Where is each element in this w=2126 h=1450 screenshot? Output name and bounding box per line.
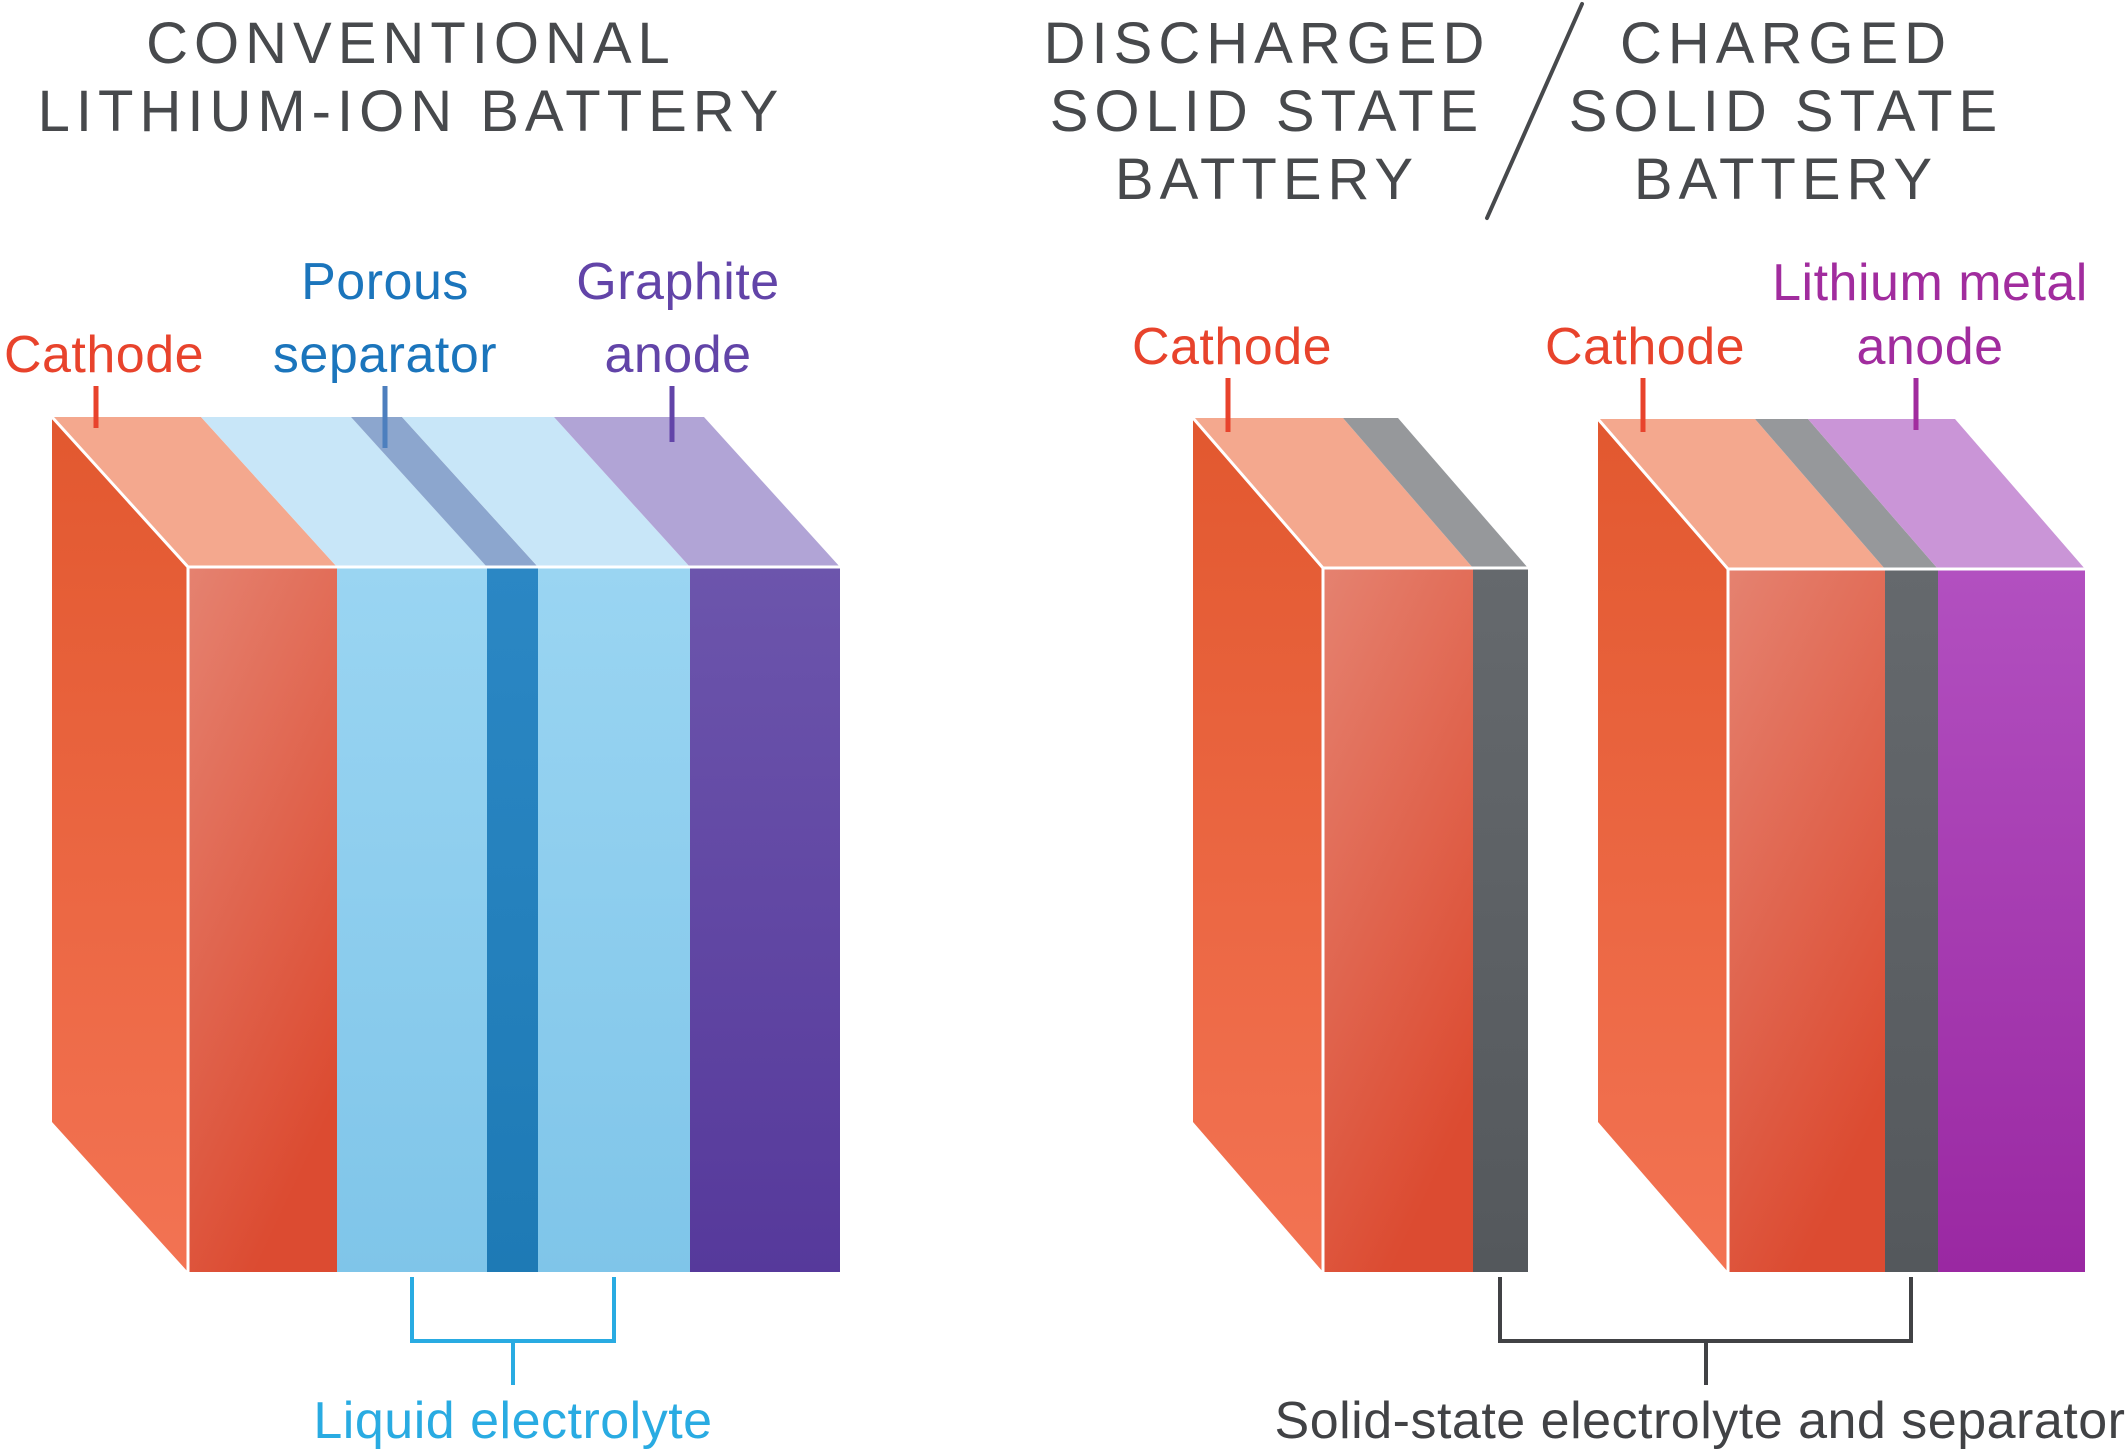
charged-cathode-front [1728, 569, 1885, 1272]
solid-state-electrolyte-bracket [1498, 1277, 1913, 1385]
liion-cathode-front [188, 567, 337, 1272]
title-discharged-line2: SOLID STATE [1050, 79, 1484, 144]
liion-cathode-side-face [52, 417, 188, 1272]
label-lithium-metal-anode-line2: anode [1856, 318, 2003, 376]
label-lithium-metal-anode-line1: Lithium metal [1772, 254, 2088, 312]
charged-solid-state-block [1596, 418, 2085, 1272]
liquid-electrolyte-bracket [410, 1277, 616, 1385]
liion-anode-front [690, 567, 840, 1272]
layer-labels-group: Cathode Porous separator Graphite anode … [4, 253, 2088, 448]
liion-edge-highlight [50, 415, 840, 1272]
label-porous-separator-line1: Porous [301, 253, 469, 311]
discharged-cathode-front [1323, 568, 1473, 1272]
discharged-electrolyte-top [1343, 418, 1528, 568]
label-graphite-anode-line2: anode [604, 326, 751, 384]
title-discharged-line1: DISCHARGED [1044, 11, 1491, 76]
title-discharged-line3: BATTERY [1115, 147, 1419, 212]
charged-edge-highlight [1596, 418, 2085, 1272]
label-cathode-charged: Cathode [1545, 318, 1745, 376]
label-porous-separator-line2: separator [273, 326, 497, 384]
label-graphite-anode-line1: Graphite [576, 253, 779, 311]
bottom-captions-group: Liquid electrolyte Solid-state electroly… [313, 1277, 2125, 1450]
discharged-electrolyte-front [1473, 568, 1528, 1272]
discharged-cathode-side-face [1193, 418, 1323, 1272]
discharged-solid-state-block [1191, 417, 1528, 1272]
liion-cathode-top [52, 417, 337, 567]
label-cathode-left: Cathode [4, 326, 204, 384]
liion-electrolyte-top-2 [402, 417, 690, 567]
charged-electrolyte-top [1755, 419, 1938, 569]
charged-electrolyte-front [1885, 569, 1938, 1272]
liion-electrolyte-front-2 [538, 567, 690, 1272]
titles-group: CONVENTIONAL LITHIUM-ION BATTERY DISCHAR… [38, 2, 2003, 220]
charged-anode-top [1808, 419, 2085, 569]
liion-electrolyte-top-1 [201, 417, 487, 567]
liion-separator-top [351, 417, 538, 567]
liion-separator-front [487, 567, 538, 1272]
discharged-edge-highlight [1191, 417, 1528, 1272]
liion-anode-top [554, 417, 840, 567]
title-charged-line3: BATTERY [1634, 147, 1938, 212]
title-charged-line1: CHARGED [1620, 11, 1952, 76]
label-cathode-discharged: Cathode [1132, 318, 1332, 376]
title-conventional-line2: LITHIUM-ION BATTERY [38, 79, 785, 144]
title-slash-divider [1485, 2, 1584, 220]
charged-anode-front [1938, 569, 2085, 1272]
label-solid-state-electrolyte: Solid-state electrolyte and separator [1275, 1392, 2126, 1450]
conventional-battery-block [50, 415, 840, 1272]
discharged-cathode-top [1193, 418, 1473, 568]
title-charged-line2: SOLID STATE [1569, 79, 2003, 144]
label-liquid-electrolyte: Liquid electrolyte [313, 1392, 712, 1450]
liion-electrolyte-front-1 [337, 567, 487, 1272]
charged-cathode-side-face [1598, 419, 1728, 1272]
charged-cathode-top [1598, 419, 1885, 569]
title-conventional-line1: CONVENTIONAL [146, 11, 676, 76]
